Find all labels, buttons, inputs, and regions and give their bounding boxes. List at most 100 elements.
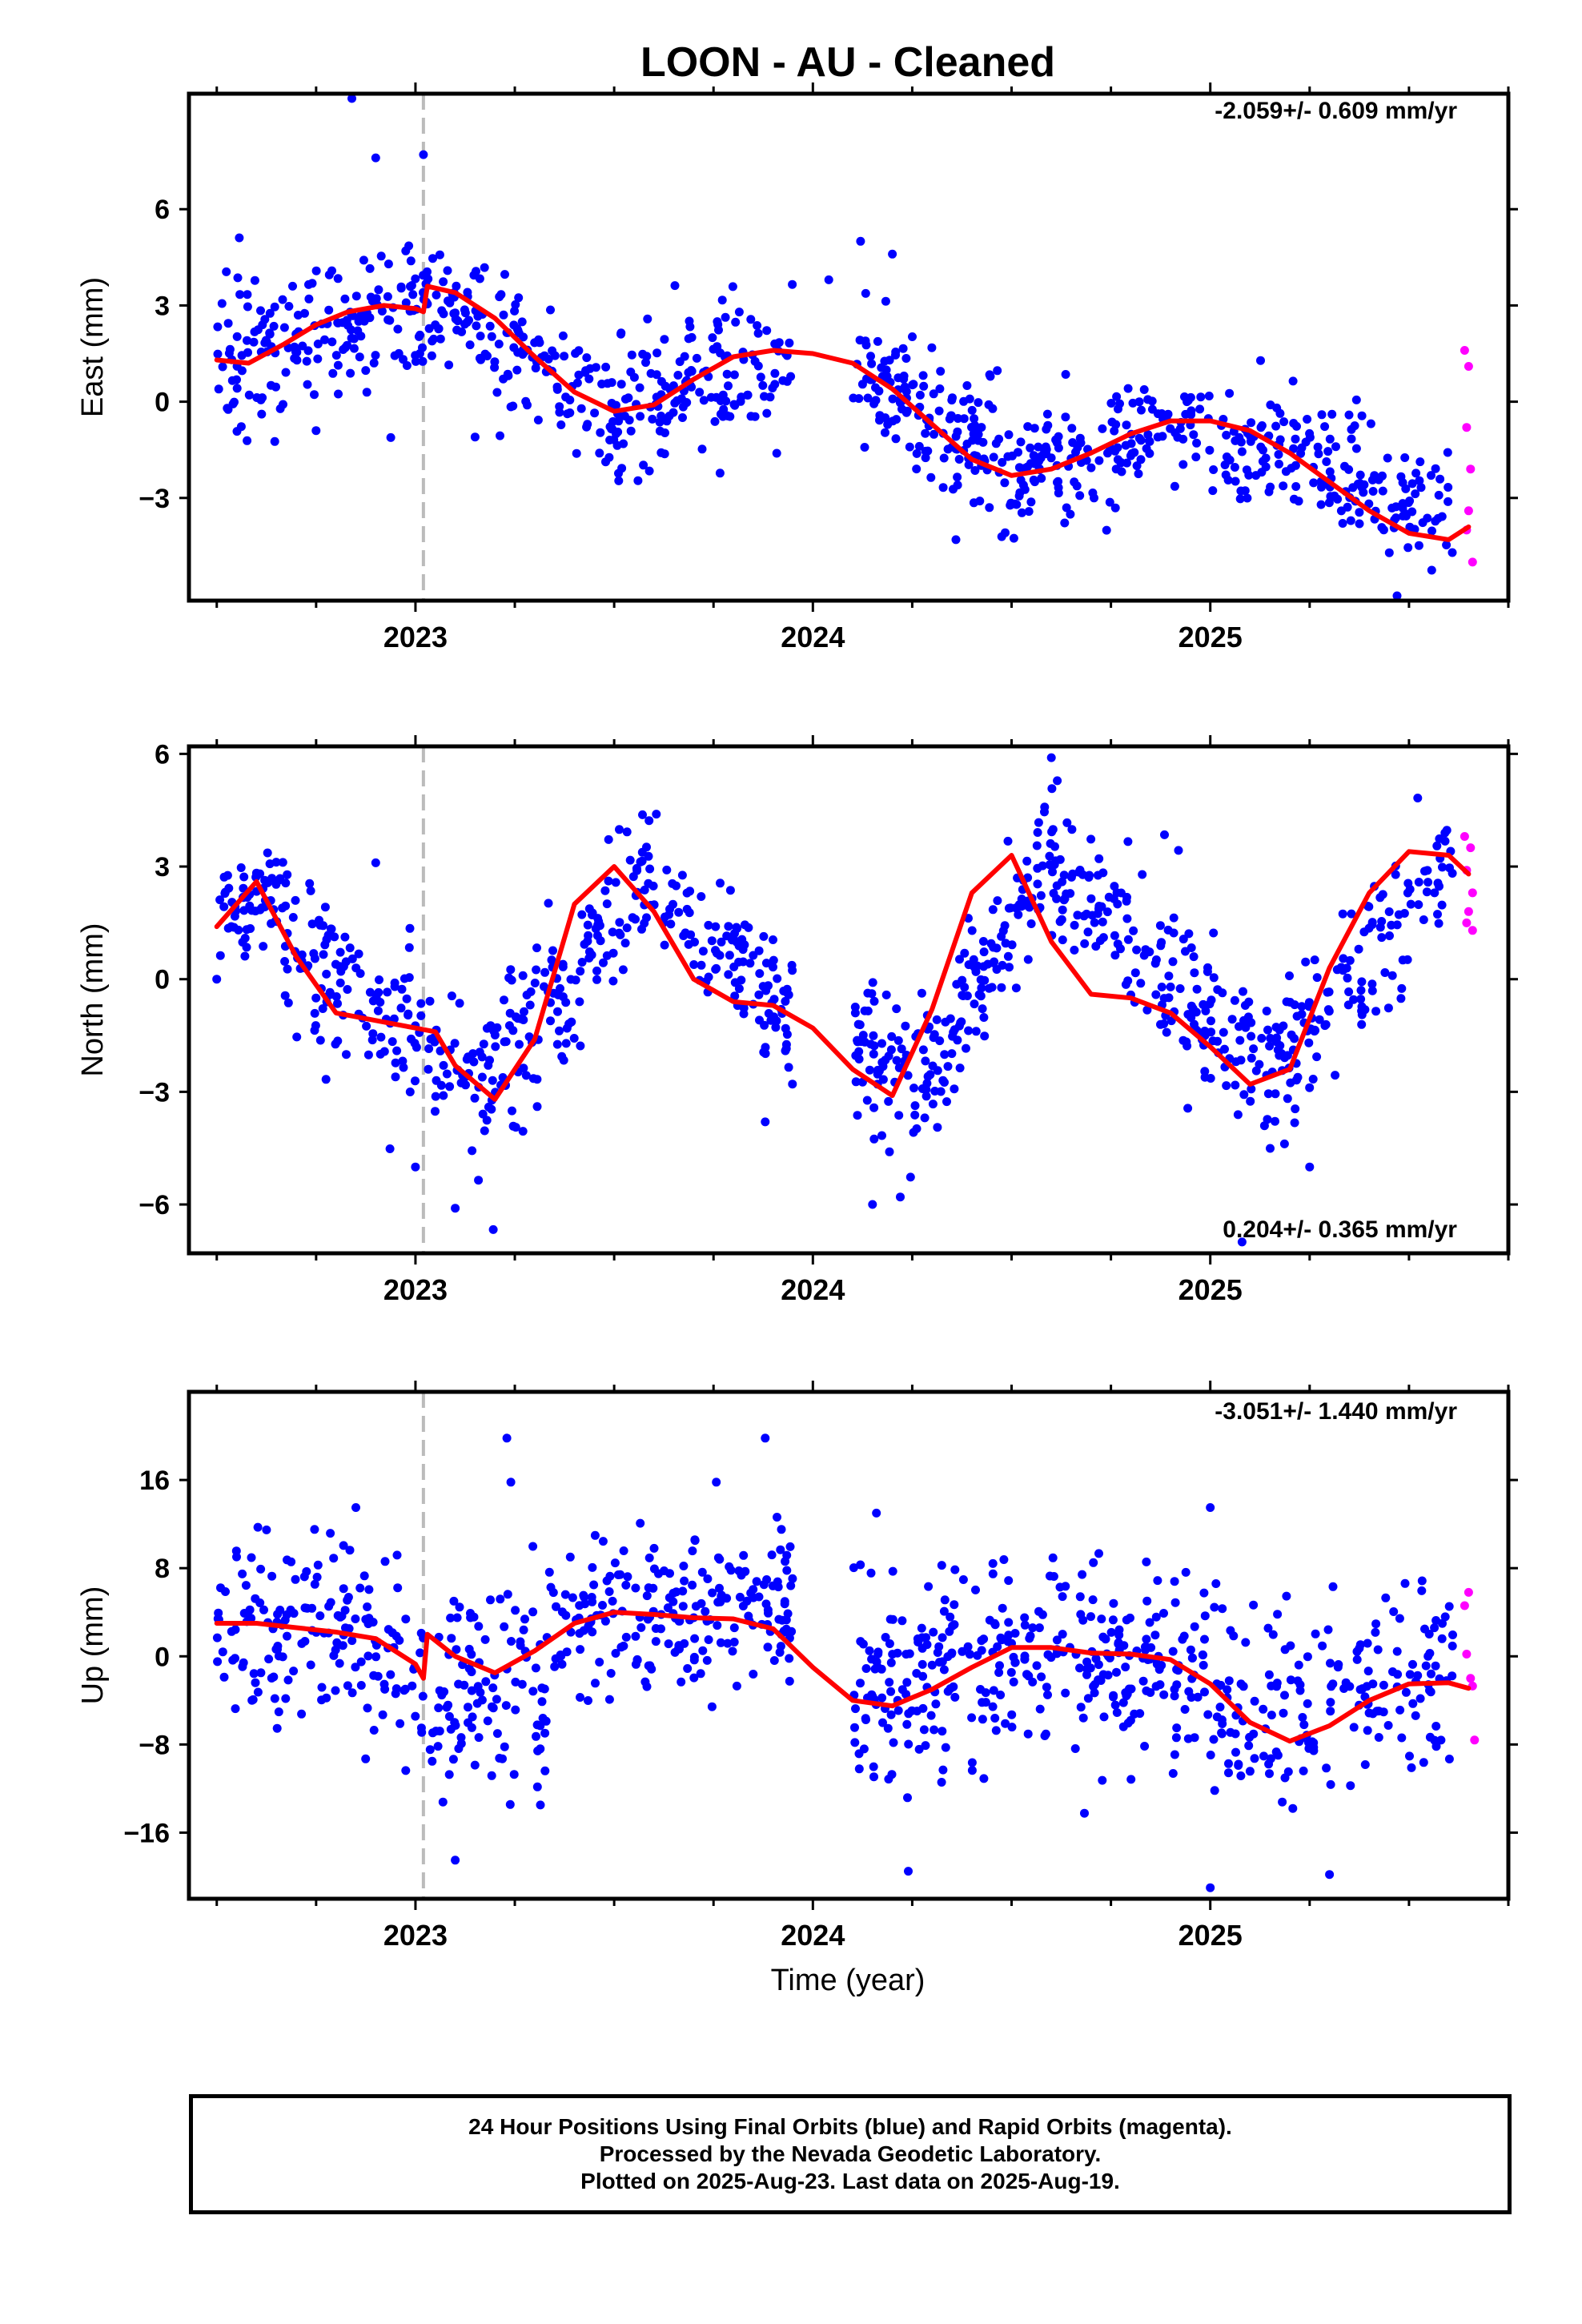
final-point [363,1703,372,1713]
final-point [280,957,290,966]
final-point [688,1546,697,1556]
final-point [1396,994,1406,1003]
final-point [503,1590,512,1599]
processing-note-line-2: Processed by the Nevada Geodetic Laborat… [599,2141,1102,2166]
final-point [725,1562,734,1571]
final-point [506,1478,516,1487]
processing-note-line-3: Plotted on 2025-Aug-23. Last data on 202… [580,2169,1120,2193]
final-point [912,448,921,458]
final-point [1316,500,1326,509]
final-point [669,408,678,417]
final-point [1250,1754,1259,1763]
final-point [461,1080,470,1090]
final-point [1178,935,1188,944]
final-point [453,316,463,326]
final-point [1066,889,1075,899]
final-point [988,905,998,915]
final-point [940,1078,949,1087]
final-point [218,362,227,372]
final-point [963,1642,973,1651]
final-point [979,1774,989,1783]
final-point [1136,979,1146,988]
final-point [1122,458,1131,468]
final-point [245,1605,255,1614]
final-point [424,1044,434,1053]
final-point [1299,1720,1309,1730]
final-point [1164,971,1174,981]
final-point [877,1693,887,1703]
final-point [239,1658,248,1667]
final-point [219,1672,229,1682]
final-point [638,810,647,819]
final-point [244,390,254,400]
final-point [1200,1687,1209,1697]
final-point [929,1627,938,1637]
final-point [1236,1771,1246,1780]
final-point [455,1602,464,1612]
final-point [1403,498,1413,508]
final-point [416,1648,425,1658]
final-point [651,1624,661,1633]
final-point [416,330,424,340]
final-point [1262,1007,1271,1015]
final-point [1178,434,1188,444]
final-point [976,1685,985,1694]
final-point [1020,1620,1030,1630]
y-tick-label: −6 [139,1190,170,1220]
final-point [279,323,289,332]
final-point [1367,986,1377,995]
final-point [509,1770,519,1779]
final-point [860,443,869,452]
final-point [391,1631,401,1641]
final-point [724,970,733,979]
final-point [1094,456,1104,465]
final-point [1355,508,1364,517]
final-point [1029,451,1038,460]
final-point [581,366,591,376]
final-point [592,966,601,975]
final-point [347,333,356,343]
final-point [565,1552,575,1562]
final-point [1032,1661,1042,1671]
final-point [606,1669,616,1678]
final-point [297,950,307,959]
final-point [1427,565,1436,575]
final-point [311,426,321,436]
final-point [1093,909,1102,919]
final-point [1004,1630,1014,1640]
final-point [1190,1019,1199,1029]
final-point [1090,918,1099,927]
final-point [1070,920,1079,930]
final-point [313,354,323,364]
final-point [753,321,762,330]
final-point [1058,905,1067,915]
final-point [625,855,635,865]
final-point [278,858,287,867]
final-point [274,1707,283,1717]
final-point [240,934,250,943]
final-point [962,1043,970,1053]
final-point [928,1100,938,1109]
final-point [525,1000,535,1010]
final-point [572,448,581,458]
final-point [981,1698,990,1707]
final-point [669,899,677,909]
final-point [1237,447,1247,456]
final-point [785,1676,794,1686]
final-point [590,408,600,418]
final-point [304,279,313,289]
final-point [517,317,527,327]
final-point [1075,491,1085,501]
final-point [997,931,1006,941]
final-point [920,1113,930,1123]
final-point [359,255,368,265]
final-point [1170,1750,1179,1759]
final-point [411,274,420,283]
final-point [978,437,988,447]
final-point [1436,1735,1446,1745]
final-point [903,1793,912,1803]
final-point [753,328,763,338]
final-point [435,1727,444,1736]
final-point [1113,939,1122,949]
final-point [1051,435,1061,444]
